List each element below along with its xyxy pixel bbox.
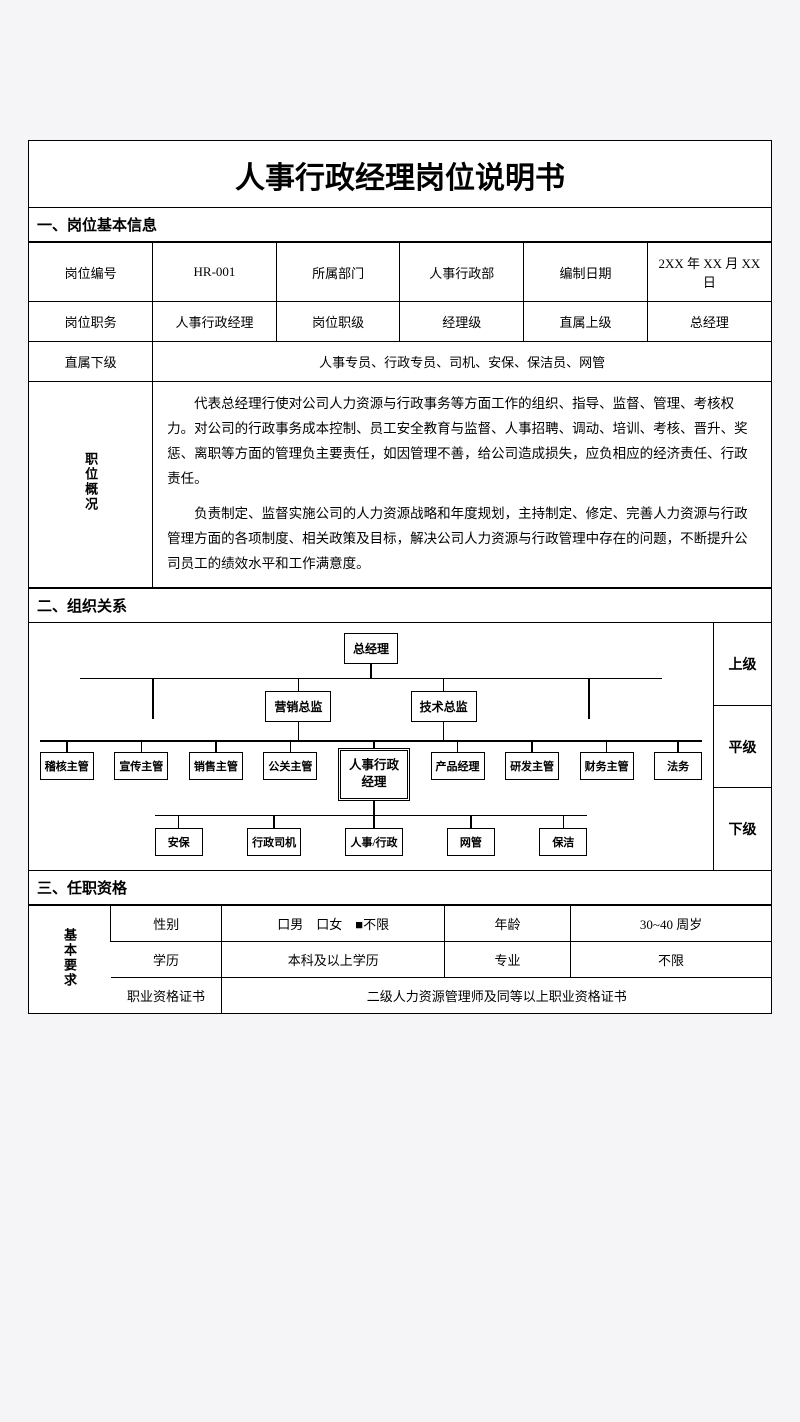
basic-info-table: 岗位编号 HR-001 所属部门 人事行政部 编制日期 2XX 年 XX 月 X… <box>29 242 771 588</box>
overview-cell: 代表总经理行使对公司人力资源与行政事务等方面工作的组织、指导、监督、管理、考核权… <box>153 382 771 588</box>
label-cell: 专业 <box>445 942 571 978</box>
side-label-up: 上级 <box>714 623 771 705</box>
org-node-sub: 安保 <box>155 828 203 856</box>
vertical-label: 职位概况 <box>81 452 100 512</box>
org-node-peer: 销售主管 <box>189 752 243 780</box>
section-2-header: 二、组织关系 <box>29 588 771 623</box>
label-cell: 学历 <box>111 942 222 978</box>
org-node-peer: 宣传主管 <box>114 752 168 780</box>
value-cell: 二级人力资源管理师及同等以上职业资格证书 <box>222 978 771 1014</box>
value-cell: 口男 口女 ■不限 <box>222 906 445 942</box>
label-cell: 年龄 <box>445 906 571 942</box>
overview-p2: 负责制定、监督实施公司的人力资源战略和年度规划，主持制定、修定、完善人力资源与行… <box>153 502 771 587</box>
label-cell: 直属下级 <box>29 342 153 382</box>
org-node: 技术总监 <box>411 691 477 722</box>
value-cell: 人事行政部 <box>400 243 524 302</box>
value-cell: 30~40 周岁 <box>571 906 771 942</box>
label-cell: 性别 <box>111 906 222 942</box>
table-row: 直属下级 人事专员、行政专员、司机、安保、保洁员、网管 <box>29 342 771 382</box>
label-cell: 直属上级 <box>524 302 648 342</box>
org-node-sub: 人事/行政 <box>345 828 402 856</box>
org-node-sub: 网管 <box>447 828 495 856</box>
org-side-labels: 上级 平级 下级 <box>713 623 771 871</box>
table-row: 职业资格证书 二级人力资源管理师及同等以上职业资格证书 <box>29 978 771 1014</box>
label-cell: 所属部门 <box>276 243 400 302</box>
connector <box>370 664 372 678</box>
document-title: 人事行政经理岗位说明书 <box>29 141 771 208</box>
org-chart: 总经理 营销总监 技术总监 稽核 <box>29 623 713 871</box>
label-cell: 岗位职级 <box>276 302 400 342</box>
org-node-peer: 稽核主管 <box>40 752 94 780</box>
table-row: 岗位编号 HR-001 所属部门 人事行政部 编制日期 2XX 年 XX 月 X… <box>29 243 771 302</box>
side-label-peer: 平级 <box>714 705 771 788</box>
label-cell: 岗位编号 <box>29 243 153 302</box>
label-cell: 岗位职务 <box>29 302 153 342</box>
qual-side-label: 基本要求 <box>29 906 111 1014</box>
value-cell: HR-001 <box>153 243 277 302</box>
value-cell: 总经理 <box>647 302 771 342</box>
value-cell: 不限 <box>571 942 771 978</box>
org-node-peer: 产品经理 <box>431 752 485 780</box>
value-cell: 人事行政经理 <box>153 302 277 342</box>
org-node-top: 总经理 <box>344 633 398 664</box>
value-cell: 2XX 年 XX 月 XX 日 <box>647 243 771 302</box>
org-node-focus: 人事行政经理 <box>338 748 410 801</box>
org-node-peer: 研发主管 <box>505 752 559 780</box>
table-row: 基本要求 性别 口男 口女 ■不限 年龄 30~40 周岁 <box>29 906 771 942</box>
org-node-sub: 行政司机 <box>247 828 301 856</box>
label-cell: 编制日期 <box>524 243 648 302</box>
org-chart-container: 总经理 营销总监 技术总监 稽核 <box>29 623 771 872</box>
label-cell: 职业资格证书 <box>111 978 222 1014</box>
overview-label-cell: 职位概况 <box>29 382 153 588</box>
table-row: 学历 本科及以上学历 专业 不限 <box>29 942 771 978</box>
section-1-header: 一、岗位基本信息 <box>29 208 771 242</box>
org-node-peer: 公关主管 <box>263 752 317 780</box>
table-row: 岗位职务 人事行政经理 岗位职级 经理级 直属上级 总经理 <box>29 302 771 342</box>
org-node-peer: 法务 <box>654 752 702 780</box>
org-node: 营销总监 <box>265 691 331 722</box>
value-cell: 经理级 <box>400 302 524 342</box>
org-node-peer: 财务主管 <box>580 752 634 780</box>
qualification-table: 基本要求 性别 口男 口女 ■不限 年龄 30~40 周岁 学历 本科及以上学历… <box>29 905 771 1013</box>
org-node-sub: 保洁 <box>539 828 587 856</box>
table-row: 职位概况 代表总经理行使对公司人力资源与行政事务等方面工作的组织、指导、监督、管… <box>29 382 771 588</box>
value-cell: 人事专员、行政专员、司机、安保、保洁员、网管 <box>153 342 771 382</box>
value-cell: 本科及以上学历 <box>222 942 445 978</box>
side-label-down: 下级 <box>714 787 771 870</box>
overview-p1: 代表总经理行使对公司人力资源与行政事务等方面工作的组织、指导、监督、管理、考核权… <box>153 382 771 502</box>
section-3-header: 三、任职资格 <box>29 871 771 905</box>
document-page: 人事行政经理岗位说明书 一、岗位基本信息 岗位编号 HR-001 所属部门 人事… <box>28 140 772 1014</box>
